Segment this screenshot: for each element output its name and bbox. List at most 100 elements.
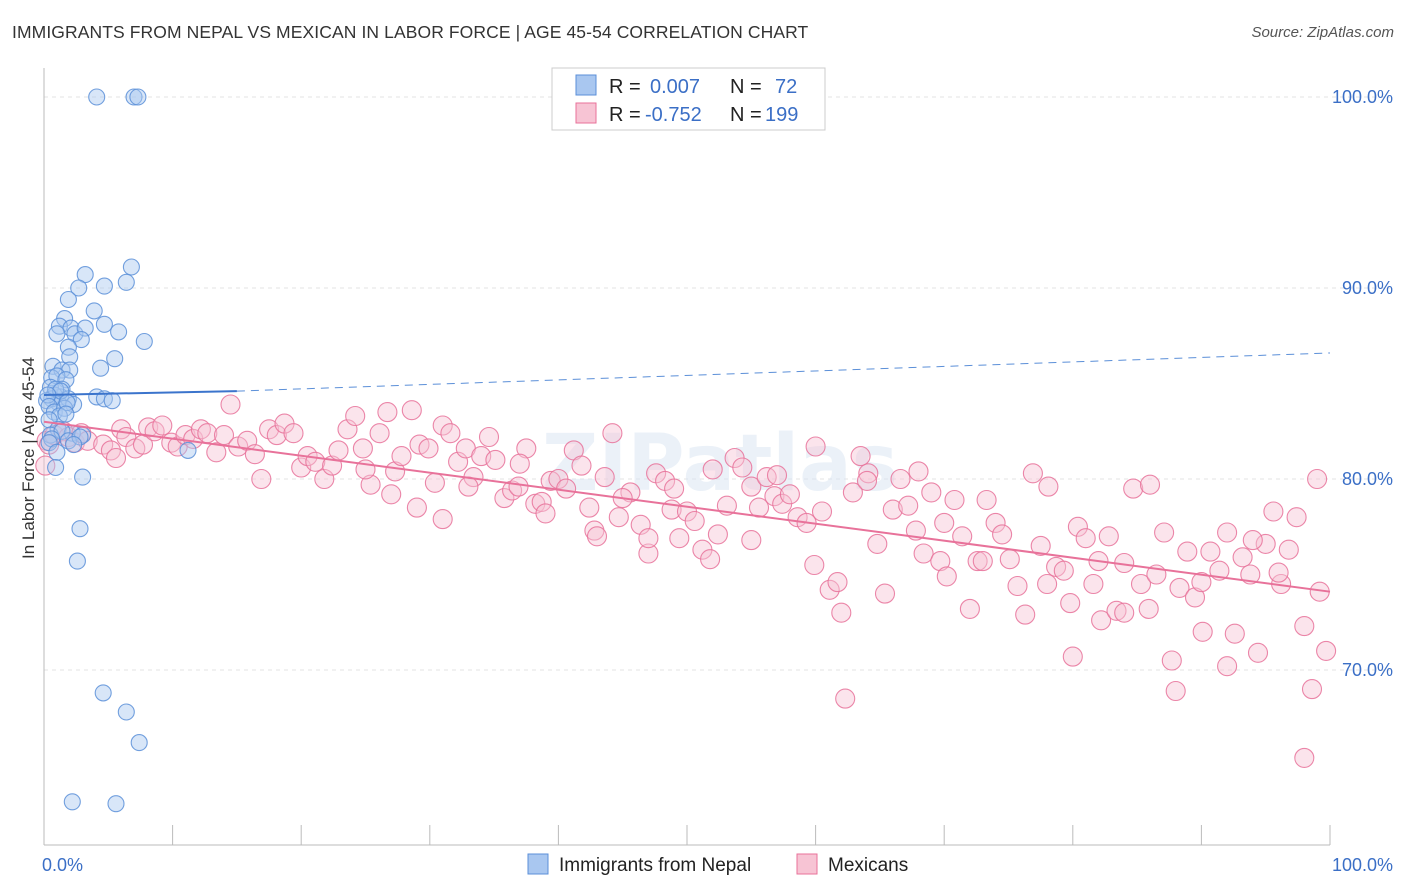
mexicans-point <box>756 467 777 488</box>
mexicans-point <box>944 489 965 511</box>
nepal-point <box>130 734 148 752</box>
mexicans-point <box>1217 656 1238 677</box>
nepal-point <box>117 703 135 721</box>
nepal-point <box>179 441 197 459</box>
stats-r-value-mexicans: -0.752 <box>645 104 702 126</box>
mexicans-point <box>1022 463 1043 484</box>
mexicans-point <box>1083 573 1104 595</box>
nepal-point <box>103 392 121 410</box>
mexicans-point <box>819 579 840 600</box>
mexicans-point <box>1232 547 1253 568</box>
mexicans-point <box>992 524 1013 545</box>
mexicans-point <box>1286 507 1307 528</box>
mexicans-point <box>508 476 529 497</box>
nepal-point <box>70 279 88 297</box>
mexicans-point <box>1294 747 1315 768</box>
x-tick-label: 100.0% <box>1332 855 1393 875</box>
mexicans-point <box>509 453 530 474</box>
mexicans-point <box>381 484 402 505</box>
nepal-point <box>135 332 153 351</box>
mexicans-point <box>1192 621 1213 642</box>
mexicans-point <box>664 478 685 499</box>
nepal-point <box>117 273 135 291</box>
mexicans-point <box>831 602 852 623</box>
mexicans-point <box>1184 587 1206 608</box>
mexicans-point <box>531 491 552 512</box>
mexicans-point <box>206 442 227 463</box>
mexicans-point <box>779 484 800 505</box>
trendlines <box>43 352 1331 593</box>
mexicans-point <box>432 415 453 436</box>
mexicans-point <box>972 551 993 572</box>
mexicans-point <box>934 512 955 533</box>
mexicans-point <box>360 474 381 495</box>
mexicans-point <box>1307 468 1328 490</box>
mexicans-point <box>440 423 461 444</box>
stats-n-label-mexicans: N = <box>730 104 762 126</box>
mexicans-point <box>1154 522 1175 543</box>
mexicans-point <box>1240 564 1261 585</box>
mexicans-point <box>571 455 592 476</box>
legend-swatch-nepal <box>527 853 549 875</box>
mexicans-point <box>890 468 911 490</box>
mexicans-point <box>1255 533 1276 554</box>
mexicans-point <box>478 426 500 448</box>
mexicans-point <box>251 468 272 490</box>
nepal-point <box>110 323 128 341</box>
mexicans-trendline <box>43 420 1331 593</box>
nepal-point <box>92 359 110 377</box>
nepal-point <box>74 468 92 486</box>
mexicans-point <box>1037 573 1058 595</box>
mexicans-point <box>584 520 605 541</box>
mexicans-point <box>352 438 373 459</box>
nepal-point <box>107 795 125 813</box>
mexicans-point <box>1130 573 1152 595</box>
nepal-point <box>94 684 112 702</box>
mexicans-point <box>669 528 690 549</box>
nepal-point <box>72 331 90 349</box>
mexicans-point <box>764 486 785 507</box>
mexicans-point <box>702 459 723 480</box>
mexicans-point <box>594 467 615 488</box>
mexicans-point <box>732 457 753 478</box>
nepal-point <box>57 405 75 423</box>
mexicans-point <box>586 526 608 547</box>
nepal-trendline-extension <box>236 352 1331 392</box>
nepal-point <box>71 520 89 538</box>
mexicans-point <box>1268 562 1289 583</box>
mexicans-point <box>908 461 929 482</box>
mexicans-point <box>516 438 537 459</box>
mexicans-point <box>1139 474 1161 495</box>
stats-legend-swatch-nepal <box>575 74 597 96</box>
mexicans-point <box>502 480 523 501</box>
mexicans-point <box>1247 642 1269 663</box>
mexicans-point <box>805 436 826 457</box>
mexicans-point <box>898 495 919 516</box>
mexicans-point <box>220 394 241 415</box>
mexicans-point <box>936 566 957 587</box>
mexicans-point <box>1114 602 1135 623</box>
mexicans-point <box>1169 577 1190 598</box>
nepal-point <box>95 315 113 333</box>
nepal-point <box>65 436 83 454</box>
mexicans-point <box>305 451 326 472</box>
y-tick-label: 90.0% <box>1342 278 1393 298</box>
mexicans-point <box>458 476 479 497</box>
mexicans-point <box>1038 476 1059 497</box>
mexicans-point <box>1165 680 1186 702</box>
mexicans-point <box>858 463 879 484</box>
mexicans-point <box>369 423 390 444</box>
mexicans-point <box>391 446 412 467</box>
y-tick-label: 100.0% <box>1332 87 1393 107</box>
mexicans-point <box>266 425 287 446</box>
y-tick-labels: 70.0% 80.0% 90.0% 100.0% <box>1332 87 1393 680</box>
mexicans-point <box>1098 526 1119 547</box>
mexicans-point <box>244 444 265 465</box>
mexicans-point <box>345 405 366 427</box>
nepal-point <box>125 88 143 106</box>
nepal-point <box>88 88 106 106</box>
y-axis-label: In Labor Force | Age 45-54 <box>19 357 38 559</box>
mexicans-point <box>842 482 863 503</box>
nepal-point <box>95 277 113 295</box>
